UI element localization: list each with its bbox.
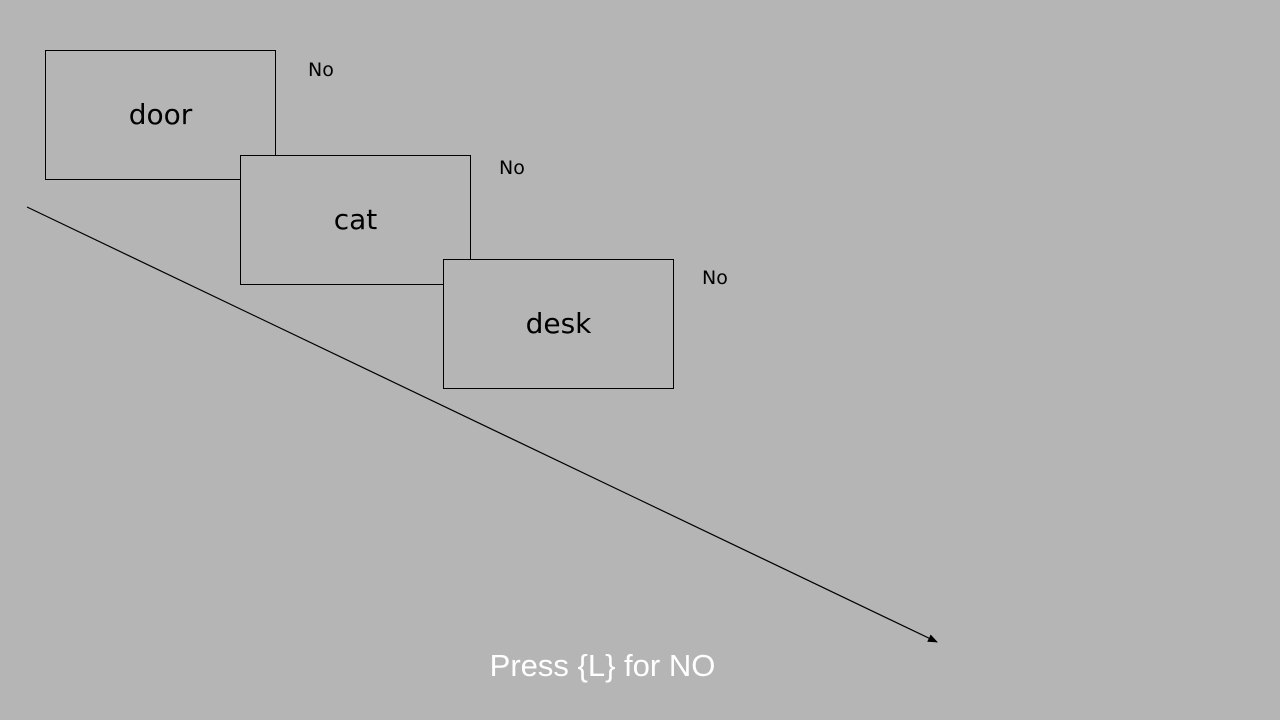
word-text: cat — [333, 203, 378, 236]
response-label: No — [499, 157, 525, 179]
response-label: No — [308, 59, 334, 81]
instruction-text: Press {L} for NO — [489, 648, 716, 683]
word-text: door — [128, 98, 193, 131]
word-box-cat: cat — [240, 155, 471, 285]
word-box-desk: desk — [443, 259, 674, 389]
timeline-arrow-line — [26, 206, 938, 643]
word-box-door: door — [45, 50, 276, 180]
word-text: desk — [525, 307, 592, 340]
response-label: No — [702, 267, 728, 289]
